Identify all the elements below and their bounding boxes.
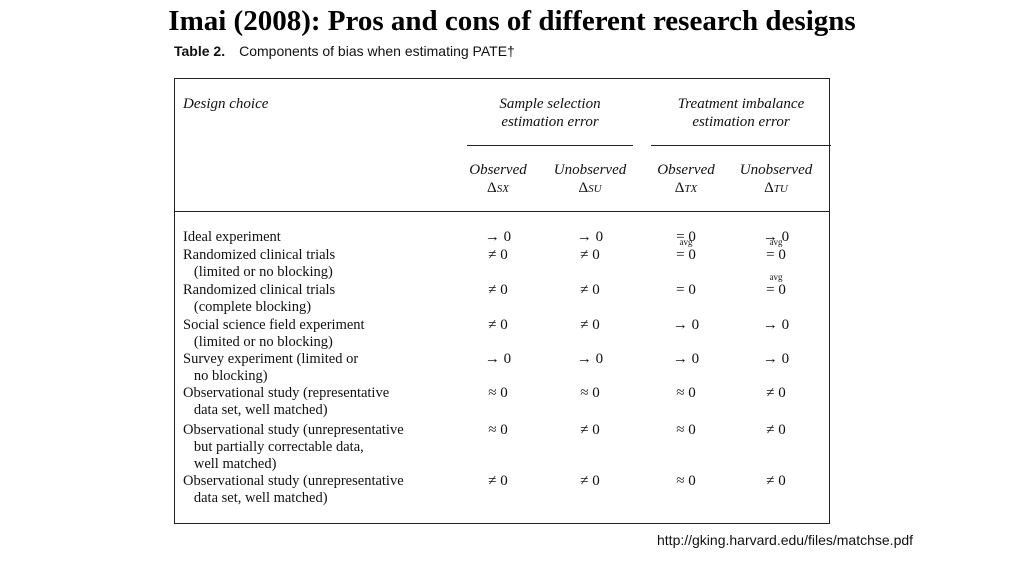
subheader-unobserved-su: Unobserved ΔSU [545,161,635,198]
subheader-observed-label: Observed [469,162,527,178]
row-label: Observational study (unrepresentative bu… [183,422,404,472]
cell-tu: ≠ 0 [766,422,786,438]
row-label: Observational study (unrepresentative da… [183,473,404,506]
subheader-observed-sx: Observed ΔSX [453,161,543,198]
cell-tx: ≈ 0 [676,422,696,438]
cell-tx: avg = 0 [676,237,696,264]
cell-tx: → 0 [672,317,700,333]
cell-sx: ≠ 0 [488,282,508,298]
avg-label: avg [769,237,783,247]
subheader-unobserved-label: Unobserved [553,162,627,178]
cell-tu: avg = 0 [766,272,786,299]
cell-tx: = 0 [676,282,696,298]
delta-su: ΔSU [578,180,602,196]
row-label: Social science field experiment (limited… [183,317,365,350]
table-caption: Table 2. Components of bias when estimati… [174,43,515,59]
group-rule-sample [467,145,633,146]
cell-su: ≈ 0 [580,385,600,401]
cell-sx: ≠ 0 [488,473,508,489]
cell-tu: → 0 [762,317,790,333]
cell-su: ≠ 0 [580,473,600,489]
cell-sx: ≠ 0 [488,317,508,333]
cell-tu: → 0 [762,229,790,245]
row-label: Randomized clinical trials (limited or n… [183,247,336,280]
bias-components-table: Design choice Sample selection estimatio… [174,78,831,524]
group-rule-treatment [651,145,831,146]
cell-sx: ≈ 0 [488,422,508,438]
cell-su: → 0 [576,351,604,367]
subheader-observed-tx: Observed ΔTX [641,161,731,198]
cell-tx: = 0 [676,229,696,245]
delta-tu: ΔTU [764,180,788,196]
cell-su: ≠ 0 [580,422,600,438]
cell-sx: ≠ 0 [488,247,508,263]
avg-label: avg [769,272,783,282]
row-label: Survey experiment (limited or no blockin… [183,351,359,384]
cell-su: ≠ 0 [580,317,600,333]
cell-tu: avg = 0 [766,237,786,264]
cell-tx: → 0 [672,351,700,367]
delta-tx: ΔTX [674,180,698,196]
cell-su: ≠ 0 [580,282,600,298]
delta-sx: ΔSX [487,180,509,196]
design-choice-header: Design choice [183,96,269,112]
cell-sx: ≈ 0 [488,385,508,401]
cell-sx: → 0 [484,229,512,245]
row-label: Observational study (representative data… [183,385,390,418]
table-caption-text: Components of bias when estimating PATE† [239,43,515,59]
row-label: Randomized clinical trials (complete blo… [183,282,336,315]
subheader-unobserved-tu: Unobserved ΔTU [731,161,821,198]
table-caption-label: Table 2. [174,43,226,59]
slide-title: Imai (2008): Pros and cons of different … [168,5,856,37]
cell-su: ≠ 0 [580,247,600,263]
cell-tx: ≈ 0 [676,473,696,489]
header-bottom-rule [175,211,829,212]
row-label: Ideal experiment [183,229,281,245]
subheader-unobserved-label: Unobserved [739,162,813,178]
cell-tu: → 0 [762,351,790,367]
cell-sx: → 0 [484,351,512,367]
cell-tu: ≠ 0 [766,473,786,489]
source-url[interactable]: http://gking.harvard.edu/files/matchse.p… [657,532,914,548]
sample-selection-header: Sample selection estimation error [499,96,601,130]
subheader-observed-label: Observed [657,162,715,178]
cell-su: → 0 [576,229,604,245]
cell-tx: ≈ 0 [676,385,696,401]
avg-label: avg [679,237,693,247]
treatment-imbalance-header: Treatment imbalance estimation error [677,96,805,130]
cell-tu: ≠ 0 [766,385,786,401]
